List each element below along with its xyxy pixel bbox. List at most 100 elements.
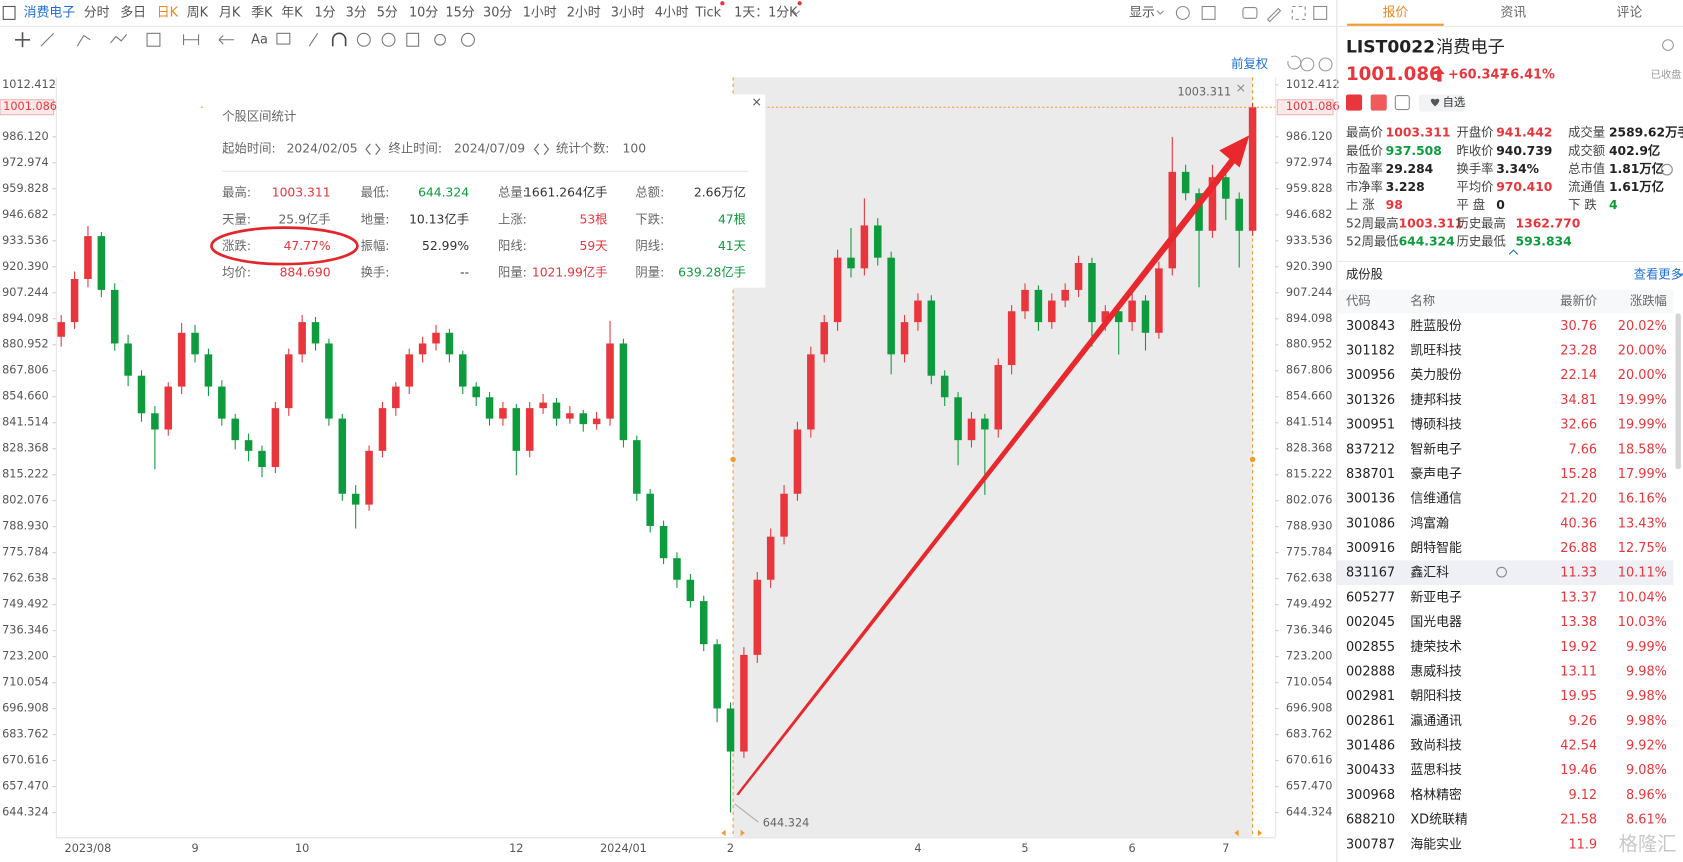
- period-tab[interactable]: 3小时: [611, 5, 645, 20]
- cell[interactable]: 11.33: [1560, 566, 1597, 581]
- cell[interactable]: 32.66: [1560, 418, 1597, 433]
- cell[interactable]: 19.99%: [1618, 393, 1667, 408]
- range-handle[interactable]: [1249, 456, 1256, 463]
- cell[interactable]: 20.00%: [1618, 368, 1667, 383]
- cell[interactable]: 智新电子: [1410, 441, 1462, 457]
- panel-tab[interactable]: 资讯: [1501, 5, 1527, 20]
- period-tab[interactable]: 分时: [84, 5, 110, 20]
- zoom-out[interactable]: [1300, 57, 1315, 72]
- cell[interactable]: 15.28: [1560, 467, 1597, 482]
- cell[interactable]: 22.14: [1560, 368, 1597, 383]
- cell[interactable]: 朗特智能: [1410, 541, 1462, 556]
- period-tab[interactable]: 10分: [409, 5, 438, 20]
- period-tab[interactable]: 4小时: [655, 5, 689, 20]
- cell[interactable]: 13.38: [1560, 615, 1597, 630]
- cell[interactable]: 002045: [1346, 615, 1395, 630]
- cell[interactable]: 19.46: [1560, 763, 1597, 778]
- dropdown-icon[interactable]: [1156, 10, 1164, 15]
- cell[interactable]: 12.75%: [1618, 541, 1667, 556]
- cell[interactable]: 18.58%: [1618, 442, 1667, 457]
- date-stepper[interactable]: [533, 143, 550, 155]
- cell[interactable]: 300787: [1346, 837, 1395, 852]
- cell[interactable]: 13.11: [1560, 664, 1597, 679]
- cell[interactable]: 300843: [1346, 319, 1395, 334]
- end-date[interactable]: 2024/07/09: [454, 142, 525, 156]
- config-tool[interactable]: [461, 32, 475, 47]
- symbol-tab[interactable]: 消费电子: [24, 5, 76, 20]
- move-tool[interactable]: [15, 32, 31, 48]
- cell[interactable]: 8.61%: [1626, 813, 1667, 828]
- cell[interactable]: 300136: [1346, 492, 1395, 507]
- reset-icon[interactable]: [1287, 55, 1302, 70]
- cell[interactable]: 20.00%: [1618, 344, 1667, 359]
- cell[interactable]: 42.54: [1560, 739, 1597, 754]
- cell[interactable]: 9.98%: [1626, 664, 1667, 679]
- draw-icon[interactable]: [1266, 7, 1282, 23]
- cell[interactable]: 301086: [1346, 516, 1395, 531]
- cell[interactable]: 11.9: [1568, 837, 1597, 852]
- trend-arrow-head[interactable]: [1219, 135, 1250, 168]
- note-icon[interactable]: [1394, 95, 1410, 111]
- cell[interactable]: 002888: [1346, 664, 1395, 679]
- cell[interactable]: 捷邦科技: [1410, 393, 1462, 408]
- cell[interactable]: 19.95: [1560, 689, 1597, 704]
- cell[interactable]: 40.36: [1560, 516, 1597, 531]
- date-stepper[interactable]: [365, 143, 381, 155]
- cell[interactable]: 301486: [1346, 739, 1395, 754]
- period-tab[interactable]: 1小时: [523, 5, 557, 20]
- cell[interactable]: 10.03%: [1618, 615, 1667, 630]
- close-icon[interactable]: [753, 98, 761, 106]
- delete-tool[interactable]: [406, 32, 420, 47]
- cell[interactable]: 300433: [1346, 763, 1395, 778]
- cell[interactable]: 605277: [1346, 590, 1395, 605]
- cell[interactable]: 10.11%: [1618, 566, 1667, 581]
- cell[interactable]: 9.92%: [1626, 739, 1667, 754]
- cell[interactable]: 信维通信: [1410, 492, 1462, 507]
- note-tool[interactable]: [276, 32, 291, 45]
- period-tab[interactable]: 1天：1分K: [734, 5, 798, 20]
- cell[interactable]: 301182: [1346, 344, 1395, 359]
- cell[interactable]: 13.37: [1560, 590, 1597, 605]
- arrow-tool[interactable]: [218, 35, 234, 45]
- cell[interactable]: 胜蓝股份: [1410, 319, 1462, 334]
- more-link[interactable]: 查看更多: [1634, 267, 1683, 281]
- cell[interactable]: 002981: [1346, 689, 1395, 704]
- cell[interactable]: 鸿富瀚: [1410, 515, 1449, 531]
- cell[interactable]: 朝阳科技: [1410, 689, 1462, 704]
- period-tab[interactable]: Tick: [695, 5, 722, 20]
- cell[interactable]: 凯旺科技: [1410, 344, 1462, 359]
- cell[interactable]: 9.98%: [1626, 714, 1667, 729]
- panel-tab[interactable]: 报价: [1382, 5, 1408, 20]
- cell[interactable]: 831167: [1346, 566, 1395, 581]
- period-tab[interactable]: 5分: [377, 5, 398, 20]
- cell[interactable]: 26.88: [1560, 541, 1597, 556]
- cell[interactable]: 34.81: [1560, 393, 1597, 408]
- cell[interactable]: 21.20: [1560, 492, 1597, 507]
- cell[interactable]: 9.08%: [1626, 763, 1667, 778]
- camera-icon[interactable]: [1242, 7, 1258, 19]
- cell[interactable]: 10.04%: [1618, 590, 1667, 605]
- color-icon[interactable]: [1201, 5, 1216, 20]
- range-handle[interactable]: [730, 456, 736, 463]
- watch-label[interactable]: 自选: [1443, 96, 1466, 109]
- cell[interactable]: 7.66: [1568, 442, 1597, 457]
- close-icon[interactable]: [1237, 84, 1245, 92]
- period-tab[interactable]: 2小时: [567, 5, 601, 20]
- cell[interactable]: 英力股份: [1410, 368, 1462, 383]
- cell[interactable]: 300968: [1346, 788, 1395, 803]
- period-tab[interactable]: 30分: [483, 5, 512, 20]
- cell[interactable]: 捷荣技术: [1410, 640, 1462, 655]
- settings-icon[interactable]: [1662, 39, 1674, 52]
- period-tab[interactable]: 3分: [346, 5, 367, 20]
- fullscreen-icon[interactable]: [1291, 5, 1306, 20]
- cell[interactable]: 837212: [1346, 442, 1395, 457]
- dropdown-icon[interactable]: [1677, 272, 1683, 277]
- adjust-mode[interactable]: 前复权: [1231, 56, 1268, 71]
- cell[interactable]: 鑫汇科: [1410, 565, 1449, 581]
- trend-arrow[interactable]: [736, 156, 1237, 796]
- cell[interactable]: 16.16%: [1618, 492, 1667, 507]
- cell[interactable]: 致尚科技: [1410, 739, 1462, 754]
- cell[interactable]: 8.96%: [1626, 788, 1667, 803]
- cell[interactable]: XD统联精: [1410, 813, 1467, 828]
- feature-icon[interactable]: [1370, 94, 1387, 111]
